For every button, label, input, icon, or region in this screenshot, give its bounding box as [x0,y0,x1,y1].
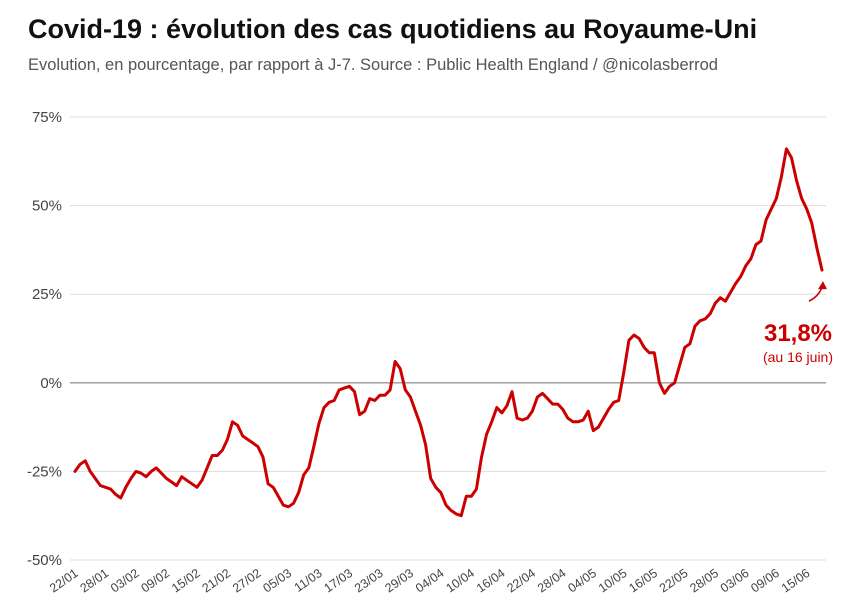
y-tick-label: -50% [27,552,62,569]
annotation-value: 31,8% [764,320,832,347]
x-tick-label: 17/03 [321,566,355,595]
x-tick-label: 27/02 [230,566,264,595]
x-tick-label: 28/04 [535,566,569,595]
y-tick-label: -25% [27,463,62,480]
y-tick-label: 0% [40,375,62,392]
x-tick-label: 03/06 [718,566,752,595]
x-tick-label: 28/05 [687,566,721,595]
series-line [73,147,824,518]
x-tick-label: 22/04 [504,566,538,595]
annotation-arrowhead [818,281,827,290]
series-layer [73,147,824,518]
grid-layer [70,116,826,561]
x-tick-label: 15/06 [779,566,813,595]
y-tick-label: 25% [32,286,62,303]
x-tick-label: 11/03 [292,566,325,595]
x-tick-label: 16/04 [474,566,508,595]
chart-subtitle: Evolution, en pourcentage, par rapport à… [28,56,718,74]
x-tick-label: 22/01 [47,566,81,595]
x-tick-label: 16/05 [626,566,660,595]
x-tick-label: 04/04 [413,566,447,595]
chart-title: Covid-19 : évolution des cas quotidiens … [28,14,758,44]
x-tick-label: 15/02 [169,566,203,595]
x-tick-label: 29/03 [382,566,416,595]
annotation-layer: 31,8% (au 16 juin) [763,281,833,365]
x-tick-label: 04/05 [565,566,599,595]
x-tick-label: 09/02 [139,566,173,595]
y-tick-label: 75% [32,109,62,126]
y-axis-ticks: -50% -25% 0% 25% 50% 75% [27,109,62,569]
x-tick-label: 09/06 [748,566,782,595]
x-tick-label: 05/03 [260,566,294,595]
x-tick-label: 22/05 [657,566,691,595]
x-tick-label: 03/02 [108,566,142,595]
x-tick-label: 10/04 [443,566,477,595]
x-tick-label: 21/02 [200,566,234,595]
y-tick-label: 50% [32,198,62,215]
x-tick-label: 10/05 [596,566,630,595]
x-tick-label: 28/01 [78,566,112,595]
annotation-date: (au 16 juin) [763,349,833,365]
x-axis-ticks: 22/0128/0103/0209/0215/0221/0227/0205/03… [47,566,812,595]
x-tick-label: 23/03 [352,566,386,595]
